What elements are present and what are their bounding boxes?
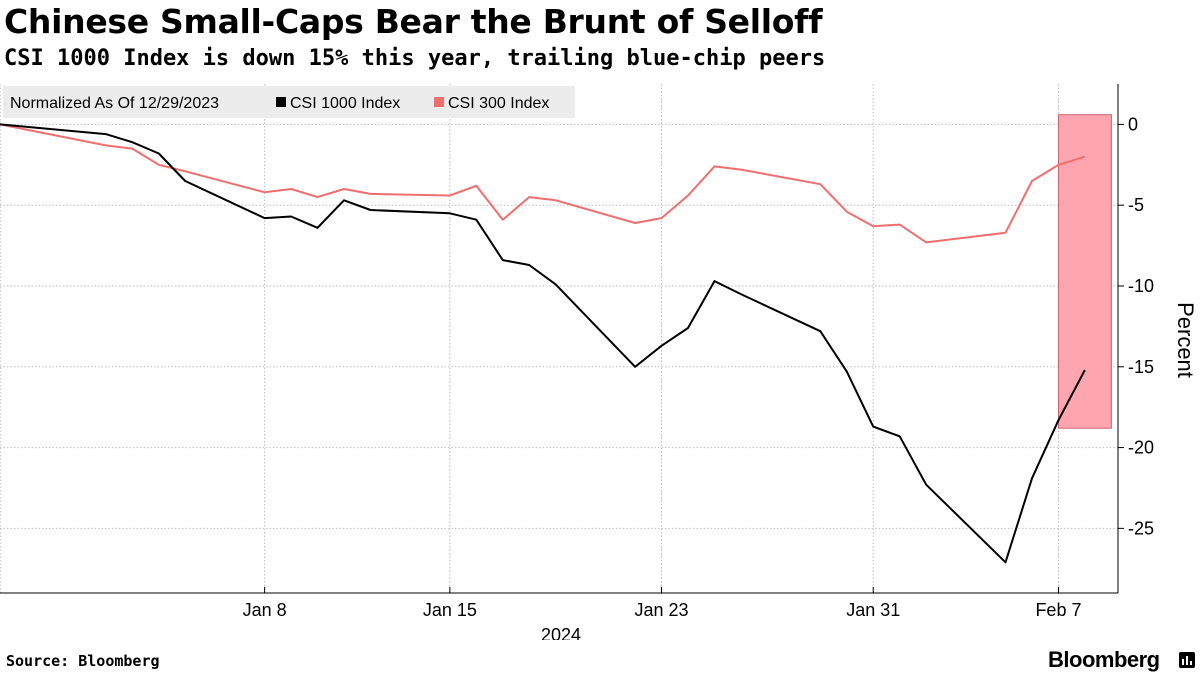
series-line-csi-1000-index <box>0 123 1086 564</box>
bloomberg-terminal-icon <box>1179 652 1195 668</box>
legend-swatch-csi1000 <box>276 97 286 107</box>
chart-subtitle: CSI 1000 Index is down 15% this year, tr… <box>4 46 826 71</box>
series-line-csi-300-index <box>0 123 1086 244</box>
y-tick-label: -15 <box>1128 357 1154 377</box>
x-tick-label: Jan 15 <box>423 600 477 620</box>
x-axis-year-label: 2024 <box>541 625 581 640</box>
legend-background <box>3 86 575 118</box>
chart-area: Normalized As Of 12/29/2023 CSI 1000 Ind… <box>0 84 1198 640</box>
highlight-band <box>1057 114 1112 429</box>
y-tick-label: -20 <box>1128 438 1154 458</box>
legend-swatch-csi300 <box>434 97 444 107</box>
legend-label-csi300: CSI 300 Index <box>448 95 549 112</box>
legend-label-csi1000: CSI 1000 Index <box>290 95 400 112</box>
y-tick-label: -25 <box>1128 518 1154 538</box>
legend-note: Normalized As Of 12/29/2023 <box>10 95 219 112</box>
source-note: Source: Bloomberg <box>6 652 160 670</box>
legend: Normalized As Of 12/29/2023 CSI 1000 Ind… <box>3 86 575 118</box>
y-axis-label: Percent <box>1173 302 1198 378</box>
y-tick-label: -10 <box>1128 276 1154 296</box>
gridlines <box>0 84 1118 593</box>
x-tick-label: Jan 31 <box>846 600 900 620</box>
series-lines <box>0 123 1086 564</box>
x-tick-label: Jan 8 <box>243 600 287 620</box>
chart-title: Chinese Small-Caps Bear the Brunt of Sel… <box>4 2 823 41</box>
x-tick-label: Jan 23 <box>635 600 689 620</box>
axes: 0 -5 -10 -15 -20 -25 Jan 8 Jan 15 Jan 23 Jan 31 Fe… <box>0 84 1154 620</box>
y-tick-label: 0 <box>1128 114 1138 134</box>
bloomberg-logo: Bloomberg <box>1048 647 1160 672</box>
y-tick-label: -5 <box>1128 195 1144 215</box>
x-tick-label: Feb 7 <box>1035 600 1081 620</box>
